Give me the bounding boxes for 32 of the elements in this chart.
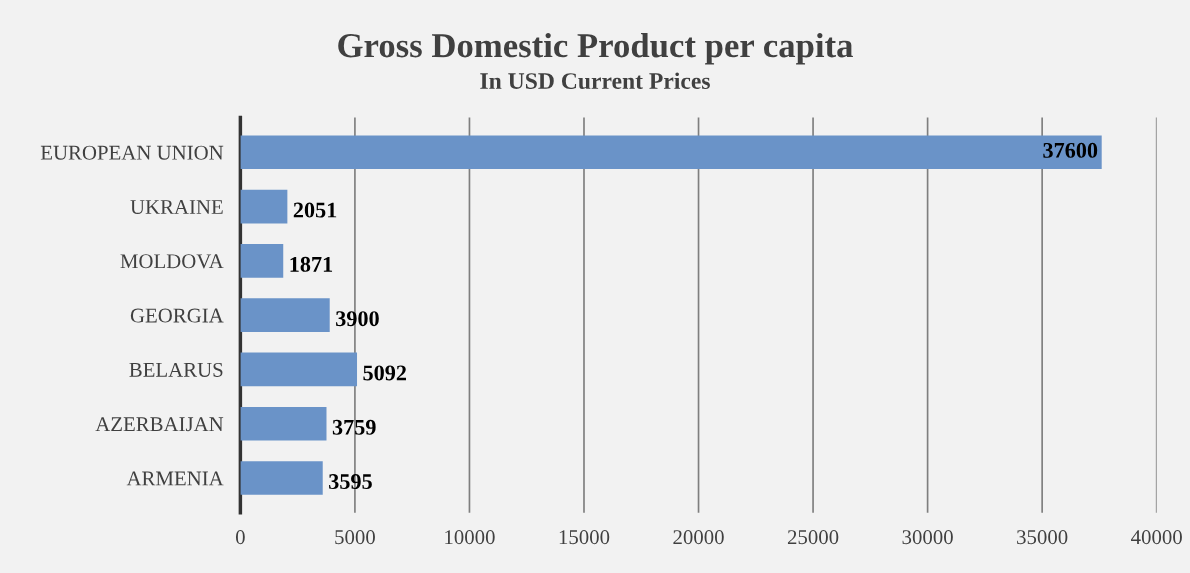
data-label: 3759 <box>332 419 376 435</box>
data-label: 1871 <box>290 256 333 272</box>
data-label: 3900 <box>336 311 379 327</box>
y-tick-label: UKRAINE <box>130 200 223 214</box>
bar <box>240 189 288 224</box>
x-tick-label: 25000 <box>787 530 839 545</box>
bar <box>240 135 1102 170</box>
chart-title: Gross Domestic Product per capita <box>338 32 853 65</box>
x-tick-label: 20000 <box>673 530 724 545</box>
bar <box>240 461 323 495</box>
bar <box>240 406 327 441</box>
bar <box>240 298 330 332</box>
y-tick-label: BELARUS <box>129 362 223 377</box>
x-tick-label: 35000 <box>1017 530 1068 545</box>
x-tick-label: 5000 <box>335 530 375 545</box>
y-tick-label: ARMENIA <box>126 471 224 486</box>
x-tick-label: 0 <box>235 530 245 545</box>
x-tick-label: 30000 <box>902 530 953 545</box>
y-tick-label: AZERBAIJAN <box>95 417 224 432</box>
y-tick-label: MOLDOVA <box>120 254 224 269</box>
chart-subtitle: In USD Current Prices <box>480 72 710 90</box>
bar <box>240 244 284 278</box>
y-tick-label: EUROPEAN UNION <box>40 145 224 160</box>
x-tick-label: 15000 <box>559 530 610 545</box>
data-label: 37600 <box>1043 142 1098 158</box>
data-label: 2051 <box>293 202 337 218</box>
data-label: 3595 <box>329 474 372 490</box>
y-tick-label: GEORGIA <box>130 308 224 323</box>
bar <box>240 352 358 387</box>
data-label: 5092 <box>363 365 407 381</box>
x-tick-label: 10000 <box>445 530 495 545</box>
x-tick-label: 40000 <box>1131 530 1182 545</box>
